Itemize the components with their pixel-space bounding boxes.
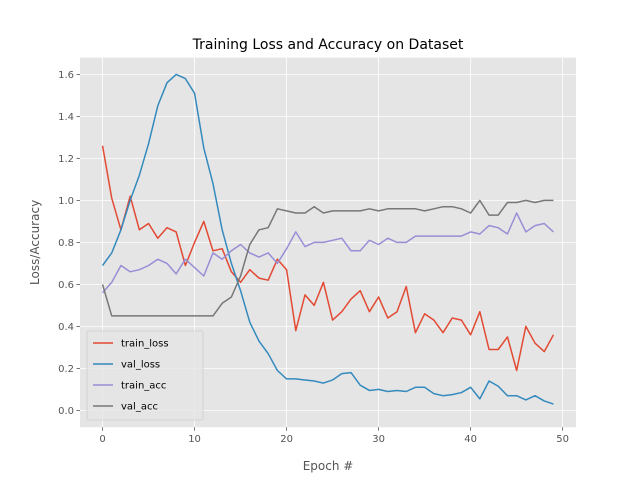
series-line-train-loss xyxy=(101,145,555,372)
grid xyxy=(80,57,576,428)
x-tick-label: 50 xyxy=(556,434,569,445)
legend-label-train-acc: train_acc xyxy=(121,381,166,392)
legend-label-val-acc: val_acc xyxy=(121,402,158,413)
x-tick-label: 30 xyxy=(372,434,385,445)
series-line-train-acc xyxy=(101,212,554,294)
legend-label-train-loss: train_loss xyxy=(121,339,169,350)
y-tick-label: 1.2 xyxy=(58,154,74,165)
y-axis-label: Loss/Accuracy xyxy=(28,200,42,285)
legend-box xyxy=(86,330,204,421)
y-tick-label: 0.6 xyxy=(58,280,74,291)
y-tick-label: 1.4 xyxy=(58,112,74,123)
legend: train_loss val_loss train_acc val_acc xyxy=(86,330,204,421)
x-tick-label: 0 xyxy=(99,434,105,445)
chart-title: Training Loss and Accuracy on Dataset xyxy=(192,37,464,53)
x-tick-label: 20 xyxy=(280,434,293,445)
x-axis-label: Epoch # xyxy=(303,459,354,473)
x-tick-label: 40 xyxy=(464,434,477,445)
x-tick-label: 10 xyxy=(188,434,201,445)
series-line-val-acc xyxy=(101,199,554,317)
y-tick-label: 1.0 xyxy=(58,196,74,207)
series-line-val-loss xyxy=(101,73,554,405)
y-tick-label: 0.8 xyxy=(58,238,74,249)
x-axis: 0 10 20 30 40 50 xyxy=(99,427,569,445)
y-tick-label: 1.6 xyxy=(58,70,74,81)
y-tick-label: 0.4 xyxy=(58,322,74,333)
y-tick-label: 0.2 xyxy=(58,364,74,375)
y-tick-label: 0.0 xyxy=(58,406,74,417)
series-lines xyxy=(101,73,555,405)
y-axis: 0.0 0.2 0.4 0.6 0.8 1.0 1.2 1.4 1.6 xyxy=(58,70,80,417)
legend-label-val-loss: val_loss xyxy=(121,360,160,371)
